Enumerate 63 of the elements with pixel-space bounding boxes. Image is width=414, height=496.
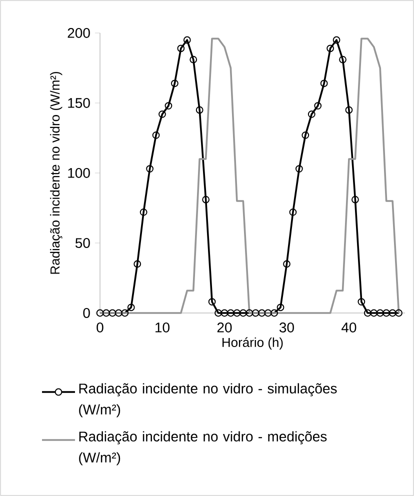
x-axis-title: Horário (h): [222, 337, 283, 350]
point: [233, 309, 241, 317]
point: [114, 309, 122, 317]
x-tick-label: 30: [279, 322, 294, 332]
point: [183, 36, 191, 44]
x-tick-label: 10: [156, 322, 170, 332]
point: [302, 131, 310, 139]
point: [158, 110, 166, 118]
point: [376, 309, 384, 317]
point: [382, 309, 390, 317]
point: [177, 44, 185, 52]
x-tick-label: 0: [96, 322, 104, 332]
point: [258, 309, 266, 317]
point: [246, 309, 254, 317]
point: [127, 304, 135, 312]
point: [370, 309, 378, 317]
y-tick-label: 150: [68, 98, 90, 108]
point: [239, 309, 247, 317]
y-axis-title: Radiação incidente no vidro (W/m²): [50, 72, 62, 274]
point: [190, 56, 198, 64]
point: [283, 260, 290, 268]
y-tick-label: 200: [68, 28, 90, 38]
point: [102, 309, 110, 317]
point: [345, 106, 353, 114]
point: [196, 106, 204, 114]
point: [395, 309, 402, 317]
legend-label: Radiação incidente no vidro - simulações (W/m²): [79, 383, 337, 418]
point: [152, 131, 160, 139]
point: [227, 309, 234, 317]
x-tick-label: 20: [217, 322, 232, 332]
point: [264, 309, 272, 317]
point: [108, 309, 116, 317]
point: [358, 298, 366, 306]
point: [332, 36, 340, 44]
y-tick-label: 100: [68, 168, 90, 178]
point: [170, 80, 178, 88]
point: [252, 309, 260, 317]
point: [295, 165, 303, 172]
point: [388, 309, 396, 317]
point: [96, 309, 104, 317]
point: [339, 56, 346, 64]
point: [289, 208, 297, 216]
point: [270, 309, 278, 317]
point: [352, 196, 359, 204]
point: [314, 102, 322, 110]
point: [326, 44, 334, 52]
point: [214, 309, 222, 317]
legend-label: Radiação incidente no vidro - medições (W/m²): [79, 431, 327, 466]
point: [364, 309, 372, 317]
point: [220, 309, 228, 317]
point: [202, 196, 210, 204]
point: [208, 298, 216, 306]
point: [134, 260, 142, 268]
x-tick-label: 40: [342, 322, 356, 332]
point: [140, 208, 148, 216]
y-tick-label: 50: [75, 238, 90, 248]
point: [320, 80, 328, 88]
point: [276, 304, 284, 312]
y-tick-label: 0: [83, 308, 90, 318]
point: [164, 102, 172, 110]
point: [146, 165, 154, 172]
point: [121, 309, 129, 317]
point: [308, 110, 316, 118]
